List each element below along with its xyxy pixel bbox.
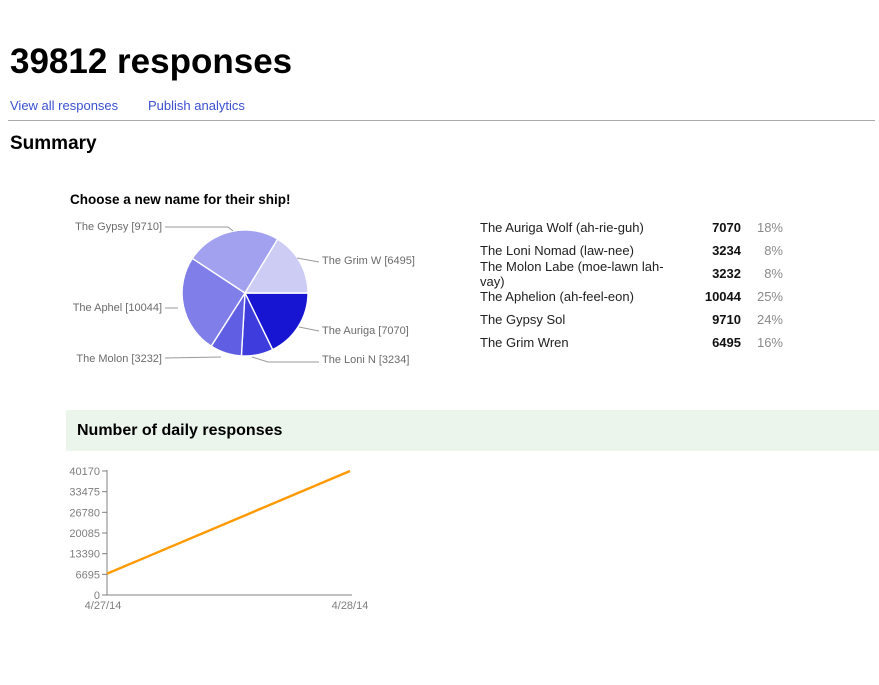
choice-count: 10044	[704, 289, 741, 304]
line-chart: 0 6695 13390 20085 26780 33475 40170 4/27/14 4/2…	[69, 466, 369, 612]
pie-label-grim: The Grim W [6495]	[322, 255, 415, 267]
pie-label-auriga: The Auriga [7070]	[322, 325, 409, 337]
pie-chart-area	[60, 215, 440, 375]
y-tick-label: 33475	[69, 487, 100, 499]
choice-label: The Molon Labe (moe-lawn lah-vay)	[480, 258, 664, 289]
choice-percent: 8%	[764, 266, 783, 281]
choice-percent: 25%	[756, 289, 783, 304]
pie-slice-4	[191, 229, 279, 294]
table-row: The Auriga Wolf (ah-rie-guh) 7070 18%	[480, 216, 783, 239]
choice-percent: 24%	[756, 312, 783, 327]
publish-analytics-link[interactable]: Publish analytics	[148, 98, 245, 113]
table-row: The Aphelion (ah-feel-eon) 10044 25%	[480, 285, 783, 308]
table-row: The Loni Nomad (law-nee) 3234 8%	[480, 239, 783, 262]
pie-slices	[181, 229, 309, 357]
choice-count: 7070	[712, 220, 741, 235]
choice-percent: 8%	[764, 243, 783, 258]
choice-label: The Loni Nomad (law-nee)	[480, 243, 634, 258]
y-tick-label: 26780	[69, 507, 100, 519]
line-chart-area: 0 6695 13390 20085 26780 33475 40170 4/27/14 4/2…	[40, 460, 400, 625]
question-title: Choose a new name for their ship!	[70, 192, 291, 207]
y-tick-label: 20085	[69, 528, 100, 540]
choice-label: The Grim Wren	[480, 335, 569, 350]
choice-percent: 16%	[756, 335, 783, 350]
choice-count: 6495	[712, 335, 741, 350]
choice-label: The Aphelion (ah-feel-eon)	[480, 289, 634, 304]
pie-label-loni: The Loni N [3234]	[322, 354, 410, 366]
choice-count: 3232	[712, 266, 741, 281]
summary-heading: Summary	[10, 133, 97, 154]
pie-label-molon: The Molon [3232]	[76, 353, 162, 365]
pie-label-aphel: The Aphel [10044]	[72, 302, 162, 314]
y-tick-label: 13390	[69, 549, 100, 561]
y-tick-label: 6695	[76, 569, 100, 581]
y-tick-label: 40170	[69, 466, 100, 478]
pie-slice-3	[181, 257, 246, 347]
callout-line-auriga	[298, 326, 320, 332]
page-title: 39812 responses	[10, 42, 293, 81]
choice-count: 3234	[712, 243, 741, 258]
callout-line-gypsy	[165, 226, 234, 232]
choice-count: 9710	[712, 312, 741, 327]
choice-label: The Auriga Wolf (ah-rie-guh)	[480, 220, 644, 235]
choice-label: The Gypsy Sol	[480, 312, 566, 327]
x-tick-label: 4/28/14	[332, 600, 369, 612]
nav-row: View all responses Publish analytics	[0, 98, 879, 114]
x-tick-label: 4/27/14	[85, 600, 122, 612]
responses-series-line	[106, 469, 351, 575]
choice-percent: 18%	[756, 220, 783, 235]
table-row: The Molon Labe (moe-lawn lah-vay) 3232 8…	[480, 259, 783, 289]
pie-callout-lines	[164, 226, 320, 363]
y-tick-label: 0	[94, 590, 100, 602]
table-row: The Gypsy Sol 9710 24%	[480, 308, 783, 331]
pie-label-gypsy: The Gypsy [9710]	[75, 221, 162, 233]
table-row: The Grim Wren 6495 16%	[480, 331, 783, 354]
daily-responses-banner: Number of daily responses	[66, 410, 879, 451]
daily-responses-title: Number of daily responses	[77, 421, 283, 439]
callout-line-molon	[164, 356, 222, 359]
pie-slice-0	[244, 292, 309, 351]
pie-chart	[164, 226, 320, 363]
callout-line-loni	[251, 356, 319, 363]
callout-line-grim	[296, 257, 320, 263]
results-table: The Auriga Wolf (ah-rie-guh) 7070 18% Th…	[480, 216, 783, 354]
pie-slice-5	[244, 238, 309, 294]
view-all-responses-link[interactable]: View all responses	[10, 98, 119, 113]
divider	[8, 120, 875, 121]
